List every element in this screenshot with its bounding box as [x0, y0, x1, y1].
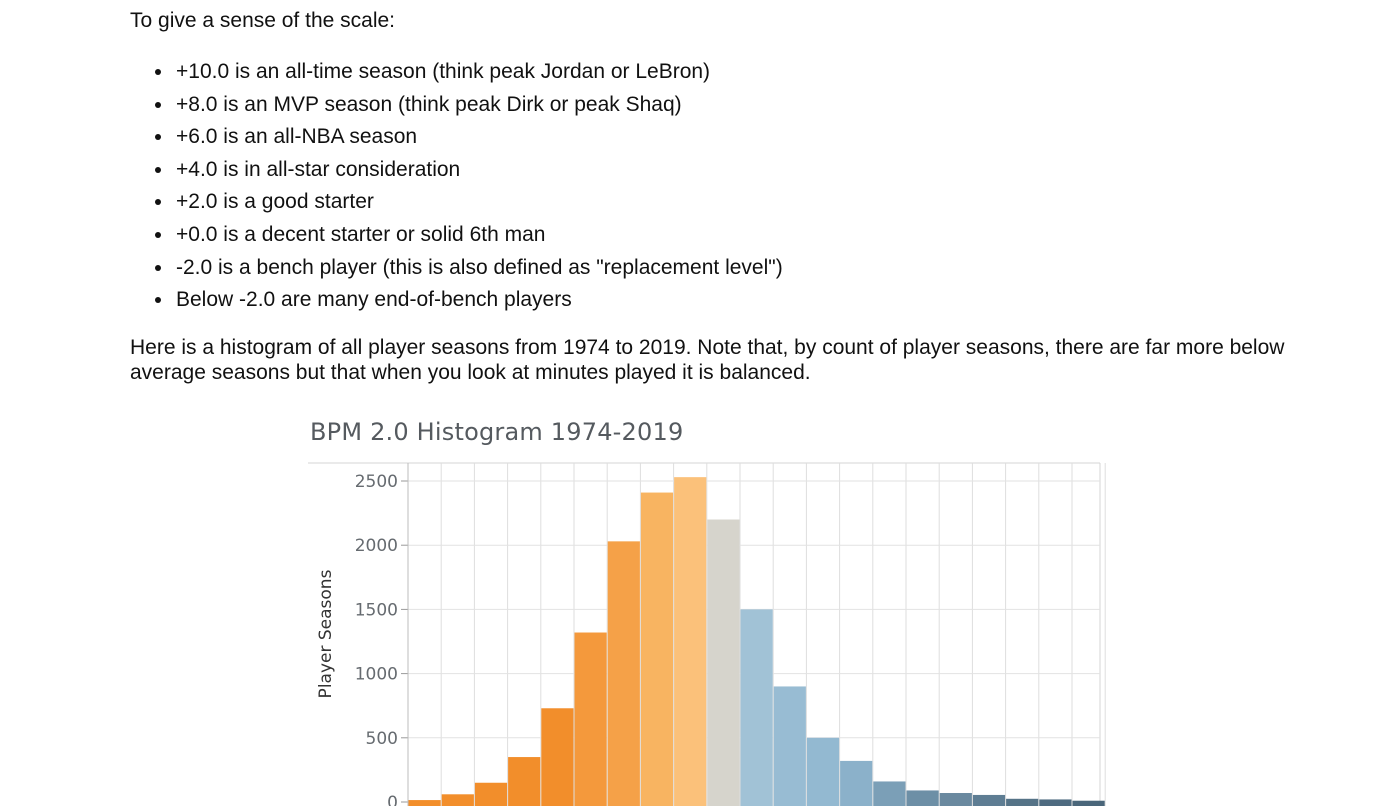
histogram-bar [1039, 799, 1072, 806]
list-item: -2.0 is a bench player (this is also def… [174, 252, 783, 285]
list-item: +2.0 is a good starter [174, 186, 783, 219]
histogram-description: Here is a histogram of all player season… [130, 336, 1285, 384]
scale-intro: To give a sense of the scale: [130, 9, 395, 32]
histogram-bar [541, 708, 574, 806]
histogram-bar [707, 519, 740, 806]
y-tick-label: 1500 [355, 600, 398, 620]
histogram-bar [773, 686, 806, 806]
histogram-bar [474, 782, 508, 806]
list-item: +4.0 is in all-star consideration [174, 154, 783, 187]
histogram-bar [972, 794, 1006, 806]
list-item: +10.0 is an all-time season (think peak … [174, 56, 783, 89]
histogram-bar [806, 737, 840, 806]
y-axis-label: Player Seasons [316, 569, 336, 698]
histogram-bar [607, 541, 640, 806]
y-tick-label: 0 [387, 793, 398, 806]
list-item: +0.0 is a decent starter or solid 6th ma… [174, 219, 783, 252]
histogram-bar [640, 492, 674, 806]
histogram-bar [574, 632, 607, 806]
list-item: Below -2.0 are many end-of-bench players [174, 284, 783, 317]
histogram-bar [840, 760, 873, 806]
histogram-bar [906, 790, 939, 806]
histogram-bar [873, 781, 906, 806]
histogram-bar [1072, 800, 1105, 806]
list-item: +8.0 is an MVP season (think peak Dirk o… [174, 89, 783, 122]
y-tick-label: 1000 [355, 665, 398, 685]
histogram-bar [674, 477, 707, 806]
y-tick-label: 500 [366, 729, 398, 749]
y-tick-label: 2000 [355, 536, 398, 556]
chart-title: BPM 2.0 Histogram 1974-2019 [310, 418, 684, 446]
list-item: +6.0 is an all-NBA season [174, 121, 783, 154]
y-tick-label: 2500 [355, 472, 398, 492]
histogram-bar [939, 793, 972, 806]
histogram-bar [1006, 798, 1039, 806]
histogram-bar [740, 609, 773, 806]
chart-grid [308, 462, 1106, 806]
scale-list: +10.0 is an all-time season (think peak … [130, 56, 783, 317]
histogram-bar [508, 757, 541, 806]
histogram-bar [408, 800, 441, 806]
chart-bars [408, 477, 1105, 806]
chart-axis: 0 500 1000 1500 2000 2500 [355, 463, 409, 806]
histogram-bar [441, 794, 474, 806]
